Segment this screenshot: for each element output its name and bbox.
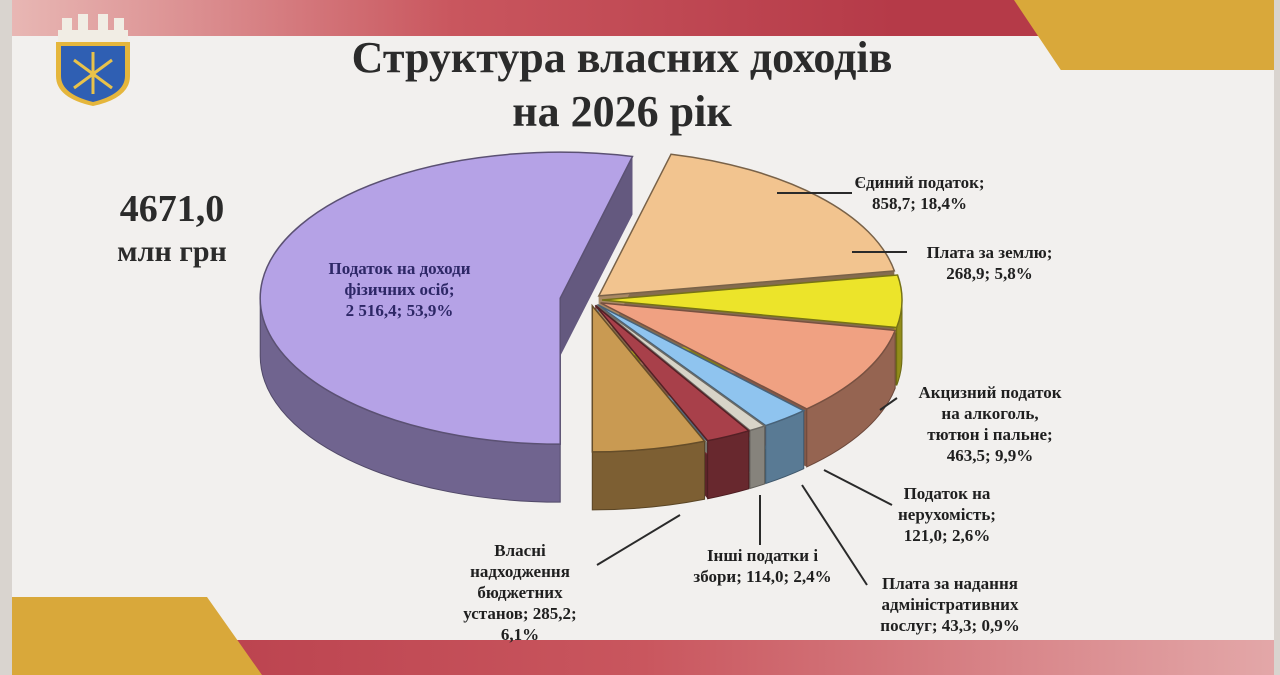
- slice-плата-за-надання-адміністративних-послуг-leader-line: [801, 484, 868, 586]
- slice-власні-надходження-бюджетних-установ-label: Власні надходження бюджетних установ; 285,2…: [440, 540, 600, 645]
- label-line: Податок на доходи: [328, 259, 471, 278]
- label-line: 463,5; 9,9%: [946, 446, 1034, 465]
- slice-податок-на-доходи-фізичних-осіб-label: Податок на доходи фізичних осіб; 2 516,4; …: [312, 258, 487, 321]
- label-line: Податок на: [903, 484, 991, 503]
- label-line: збори; 114,0; 2,4%: [693, 567, 832, 586]
- slice-податок-на-нерухомість-top: [597, 304, 806, 427]
- revenue-pie-chart: [259, 151, 907, 586]
- slice-податок-на-нерухомість-leader-line: [823, 469, 893, 506]
- slice-інші-податки-і-збори-top: [594, 304, 751, 442]
- slice-плата-за-надання-адміністративних-послуг-side: [749, 425, 766, 490]
- slice-власні-надходження-бюджетних-установ-leader-line: [596, 514, 681, 566]
- label-line: Єдиний податок;: [854, 173, 985, 192]
- label-line: 2 516,4; 53,9%: [345, 301, 454, 320]
- slice-плата-за-землю-top: [601, 274, 903, 329]
- label-line: 858,7; 18,4%: [872, 194, 967, 213]
- label-line: адміністративних: [881, 595, 1019, 614]
- slice-акцизний-податок-на-алкоголь-тютюн-і-пальне-label: Акцизний податок на алкоголь, тютюн і паль…: [890, 382, 1090, 466]
- slice-плата-за-землю-label: Плата за землю; 268,9; 5,8%: [902, 242, 1077, 284]
- slice-інші-податки-і-збори-label: Інші податки і збори; 114,0; 2,4%: [670, 545, 855, 587]
- total-unit: млн грн: [117, 235, 227, 268]
- slice-інші-податки-і-збори-side: [707, 430, 750, 500]
- label-line: Акцизний податок: [918, 383, 1062, 402]
- slice-власні-надходження-бюджетних-установ-top: [591, 303, 706, 453]
- label-line: фізичних осіб;: [344, 280, 455, 299]
- label-line: на алкоголь,: [941, 404, 1039, 423]
- slice-акцизний-податок-на-алкоголь-тютюн-і-пальне-top: [600, 302, 897, 410]
- slice-податок-на-доходи-фізичних-осіб-cut-face: [560, 156, 633, 357]
- label-line: послуг; 43,3; 0,9%: [880, 616, 1020, 635]
- label-line: тютюн і пальне;: [927, 425, 1053, 444]
- total-value: 4671,0: [119, 188, 225, 230]
- slice-плата-за-надання-адміністративних-послуг-label: Плата за надання адміністративних послуг; …: [850, 573, 1050, 636]
- title-line-2: на 2026 рік: [512, 87, 732, 136]
- top-right-decor: [1014, 0, 1274, 70]
- slice-плата-за-надання-адміністративних-послуг-top: [595, 304, 767, 432]
- title-line-1: Структура власних доходів: [351, 33, 893, 82]
- coat-of-arms-icon: [56, 14, 130, 106]
- slice-податок-на-доходи-фізичних-осіб-top: [259, 151, 634, 445]
- label-line: 6,1%: [500, 625, 540, 644]
- label-line: 268,9; 5,8%: [946, 264, 1033, 283]
- label-line: Плата за надання: [882, 574, 1018, 593]
- label-line: установ; 285,2;: [463, 604, 577, 623]
- slice-єдиний-податок-label: Єдиний податок; 858,7; 18,4%: [832, 172, 1007, 214]
- label-line: Інші податки і: [706, 546, 819, 565]
- slide: Структура власних доходів на 2026 рік 46…: [12, 0, 1274, 675]
- label-line: 121,0; 2,6%: [903, 526, 991, 545]
- slice-акцизний-податок-на-алкоголь-тютюн-і-пальне-leader-line: [879, 397, 898, 411]
- label-line: бюджетних: [477, 583, 563, 602]
- label-line: Плата за землю;: [926, 243, 1053, 262]
- label-line: Власні: [494, 541, 546, 560]
- label-line: надходження: [470, 562, 570, 581]
- slice-податок-на-нерухомість-label: Податок на нерухомість; 121,0; 2,6%: [867, 483, 1027, 546]
- label-line: нерухомість;: [898, 505, 996, 524]
